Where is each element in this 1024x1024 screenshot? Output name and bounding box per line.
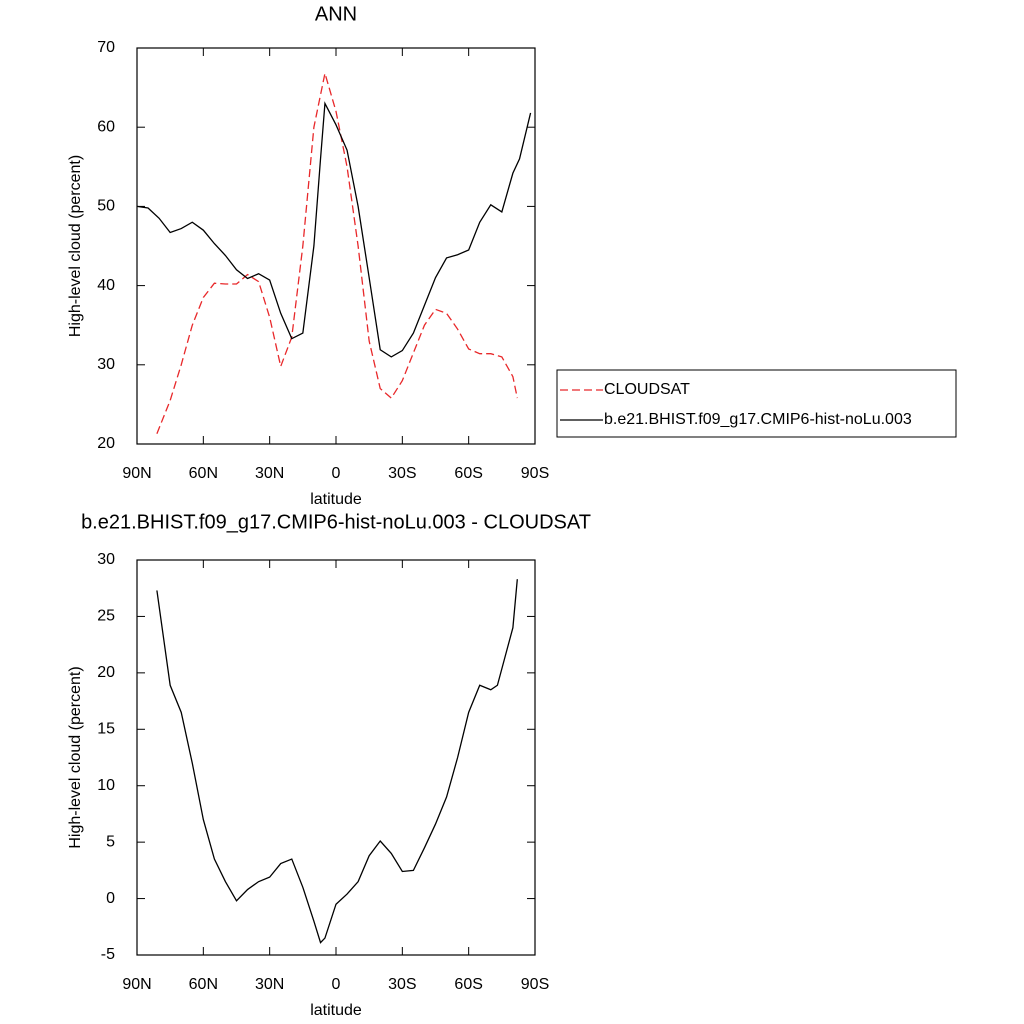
y-tick-label: 30 [97,551,115,568]
y-tick-label: -5 [101,946,115,963]
y-axis-label: High-level cloud (percent) [67,666,84,848]
x-tick-label: 60N [189,976,218,993]
y-tick-label: 60 [97,118,115,135]
x-tick-label: 90S [521,465,549,482]
x-tick-label: 30S [388,465,416,482]
legend-label: b.e21.BHIST.f09_g17.CMIP6-hist-noLu.003 [604,411,912,428]
data-line [136,101,532,358]
x-axis-label: latitude [310,1002,362,1019]
x-tick-label: 30S [388,976,416,993]
chart-title: ANN [315,3,357,25]
data-line [156,579,518,944]
y-tick-label: 20 [97,664,115,681]
y-tick-label: 0 [106,890,115,907]
x-tick-label: 30N [255,976,284,993]
y-tick-label: 25 [97,608,115,625]
x-tick-label: 60S [454,465,482,482]
chart-title: b.e21.BHIST.f09_g17.CMIP6-hist-noLu.003 … [81,511,591,533]
x-tick-label: 0 [332,976,341,993]
x-tick-label: 60S [454,976,482,993]
y-tick-label: 70 [97,39,115,56]
x-tick-label: 0 [332,465,341,482]
x-tick-label: 90S [521,976,549,993]
x-tick-label: 90N [122,976,151,993]
plot-frame [136,47,536,445]
legend-label: CLOUDSAT [604,381,690,398]
y-tick-label: 20 [97,435,115,452]
y-tick-label: 15 [97,721,115,738]
y-tick-label: 30 [97,356,115,373]
y-axis-label: High-level cloud (percent) [67,155,84,337]
x-tick-label: 90N [122,465,151,482]
x-tick-label: 30N [255,465,284,482]
y-tick-label: 50 [97,198,115,215]
x-tick-label: 60N [189,465,218,482]
legend-box [556,369,957,438]
x-axis-label: latitude [310,491,362,508]
plot-frame [136,559,536,956]
y-tick-label: 10 [97,777,115,794]
y-tick-label: 5 [106,833,115,850]
y-tick-label: 40 [97,277,115,294]
